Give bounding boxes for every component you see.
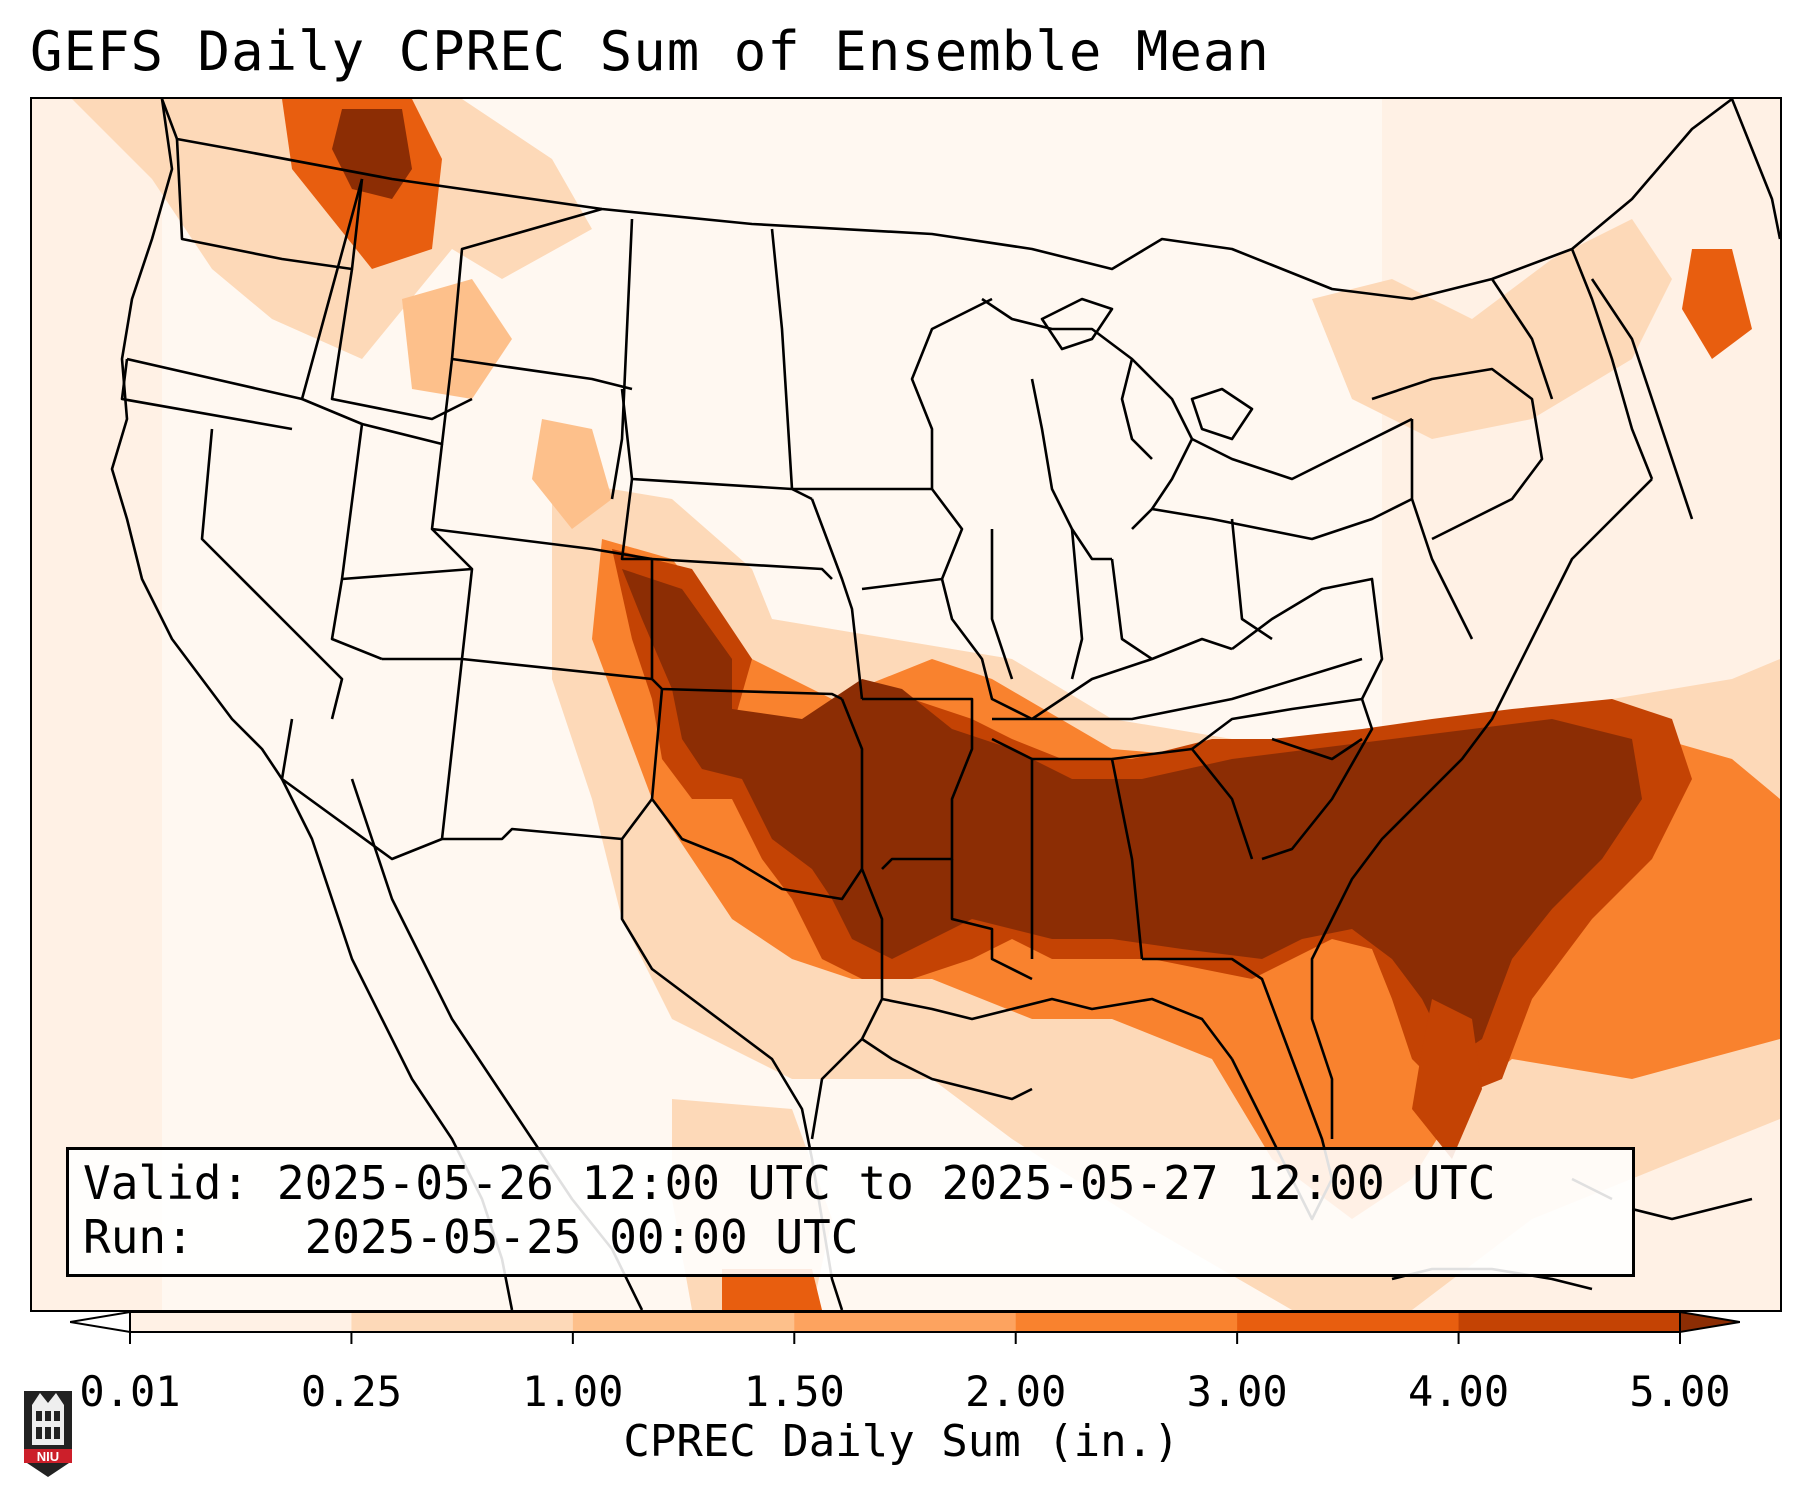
colorbar-tick-label: 2.00 xyxy=(965,1367,1066,1416)
colorbar-label: CPREC Daily Sum (in.) xyxy=(623,1416,1180,1467)
colorbar-max-extension xyxy=(1679,1310,1740,1334)
colorbar-tick-label: 1.50 xyxy=(744,1367,845,1416)
precipitation-colorbar xyxy=(70,1310,1740,1344)
colorbar-segment xyxy=(1237,1312,1460,1332)
colorbar-tick-label: 3.00 xyxy=(1187,1367,1288,1416)
niu-logo: NIU xyxy=(24,1391,72,1477)
colorbar-tick-label: 1.00 xyxy=(522,1367,623,1416)
valid-label: Valid: xyxy=(83,1156,250,1210)
colorbar-outline xyxy=(129,1311,1681,1333)
colorbar-segment xyxy=(351,1312,574,1332)
valid-run-info-box: Valid: 2025-05-26 12:00 UTC to 2025-05-2… xyxy=(66,1147,1635,1277)
colorbar-tick-label: 4.00 xyxy=(1408,1367,1509,1416)
svg-text:NIU: NIU xyxy=(37,1449,59,1464)
colorbar-segment xyxy=(1015,1312,1238,1332)
precipitation-map xyxy=(30,97,1782,1312)
colorbar-tick-label: 0.01 xyxy=(79,1367,180,1416)
run-time: 2025-05-25 00:00 UTC xyxy=(304,1210,859,1264)
colorbar-segment xyxy=(794,1312,1017,1332)
colorbar-segment xyxy=(130,1312,352,1332)
state-borders xyxy=(110,99,1780,1310)
map-title: GEFS Daily CPREC Sum of Ensemble Mean xyxy=(30,20,1270,83)
run-label: Run: xyxy=(83,1210,194,1264)
colorbar-tick-label: 5.00 xyxy=(1629,1367,1730,1416)
colorbar-min-extension xyxy=(70,1310,131,1334)
colorbar-segment xyxy=(1458,1312,1681,1332)
colorbar-tick-label: 0.25 xyxy=(301,1367,402,1416)
colorbar-tick-labels: 0.01 0.25 1.00 1.50 2.00 3.00 4.00 5.00 xyxy=(79,1367,1730,1416)
valid-range: 2025-05-26 12:00 UTC to 2025-05-27 12:00… xyxy=(276,1156,1496,1210)
colorbar-segment xyxy=(572,1312,795,1332)
